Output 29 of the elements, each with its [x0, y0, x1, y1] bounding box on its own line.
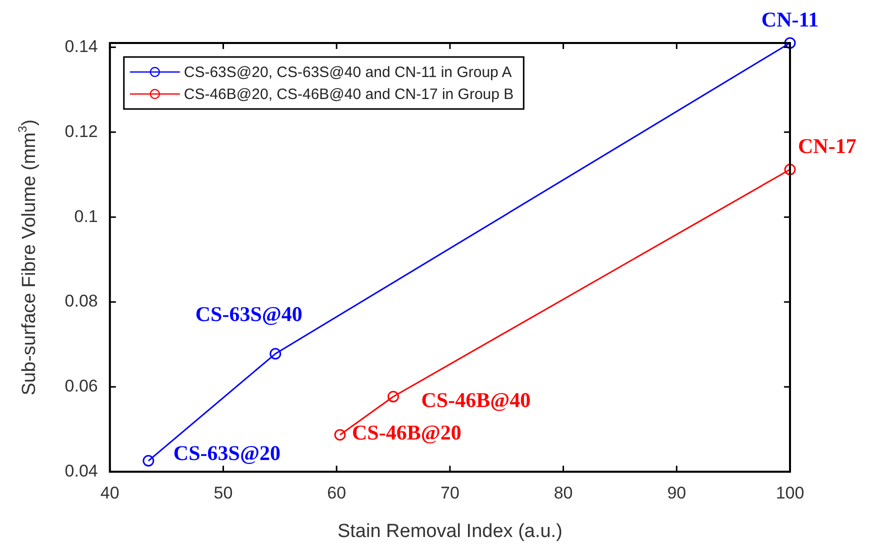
point [270, 348, 282, 360]
annotation: CS-46B@20 [352, 420, 462, 444]
point [784, 37, 796, 49]
y-tick-label: 0.14 [64, 36, 98, 56]
point [784, 164, 796, 176]
x-tick-label: 60 [327, 484, 346, 503]
legend-label: CS-63S@20, CS-63S@40 and CN-11 in Group A [184, 64, 512, 82]
legend-label: CS-46B@20, CS-46B@40 and CN-17 in Group B [184, 86, 514, 104]
x-tick-label: 100 [776, 484, 804, 503]
annotation: CN-17 [798, 134, 856, 158]
annotation: CN-11 [761, 7, 819, 32]
point [334, 429, 346, 441]
annotation: CS-46B@40 [421, 388, 531, 412]
x-axis-title: Stain Removal Index (a.u.) [337, 520, 562, 542]
point [388, 390, 400, 402]
x-tick-label: 70 [440, 484, 460, 503]
y-axis-title: Sub-surface Fibre Volume (mm3) [15, 119, 40, 396]
y-tick-label: 0.04 [64, 461, 98, 480]
annotation: CS-63S@20 [173, 441, 280, 466]
annotation: CS-63S@40 [195, 302, 302, 326]
x-tick-label: 40 [100, 484, 120, 503]
x-tick-label: 80 [554, 484, 573, 503]
y-tick-label: 0.1 [74, 206, 98, 226]
y-tick-label: 0.08 [64, 292, 98, 311]
y-tick-label: 0.12 [64, 122, 98, 141]
x-tick-label: 90 [667, 484, 686, 503]
y-tick-label: 0.06 [64, 376, 98, 396]
x-tick-label: 50 [214, 484, 233, 503]
point [142, 455, 154, 467]
